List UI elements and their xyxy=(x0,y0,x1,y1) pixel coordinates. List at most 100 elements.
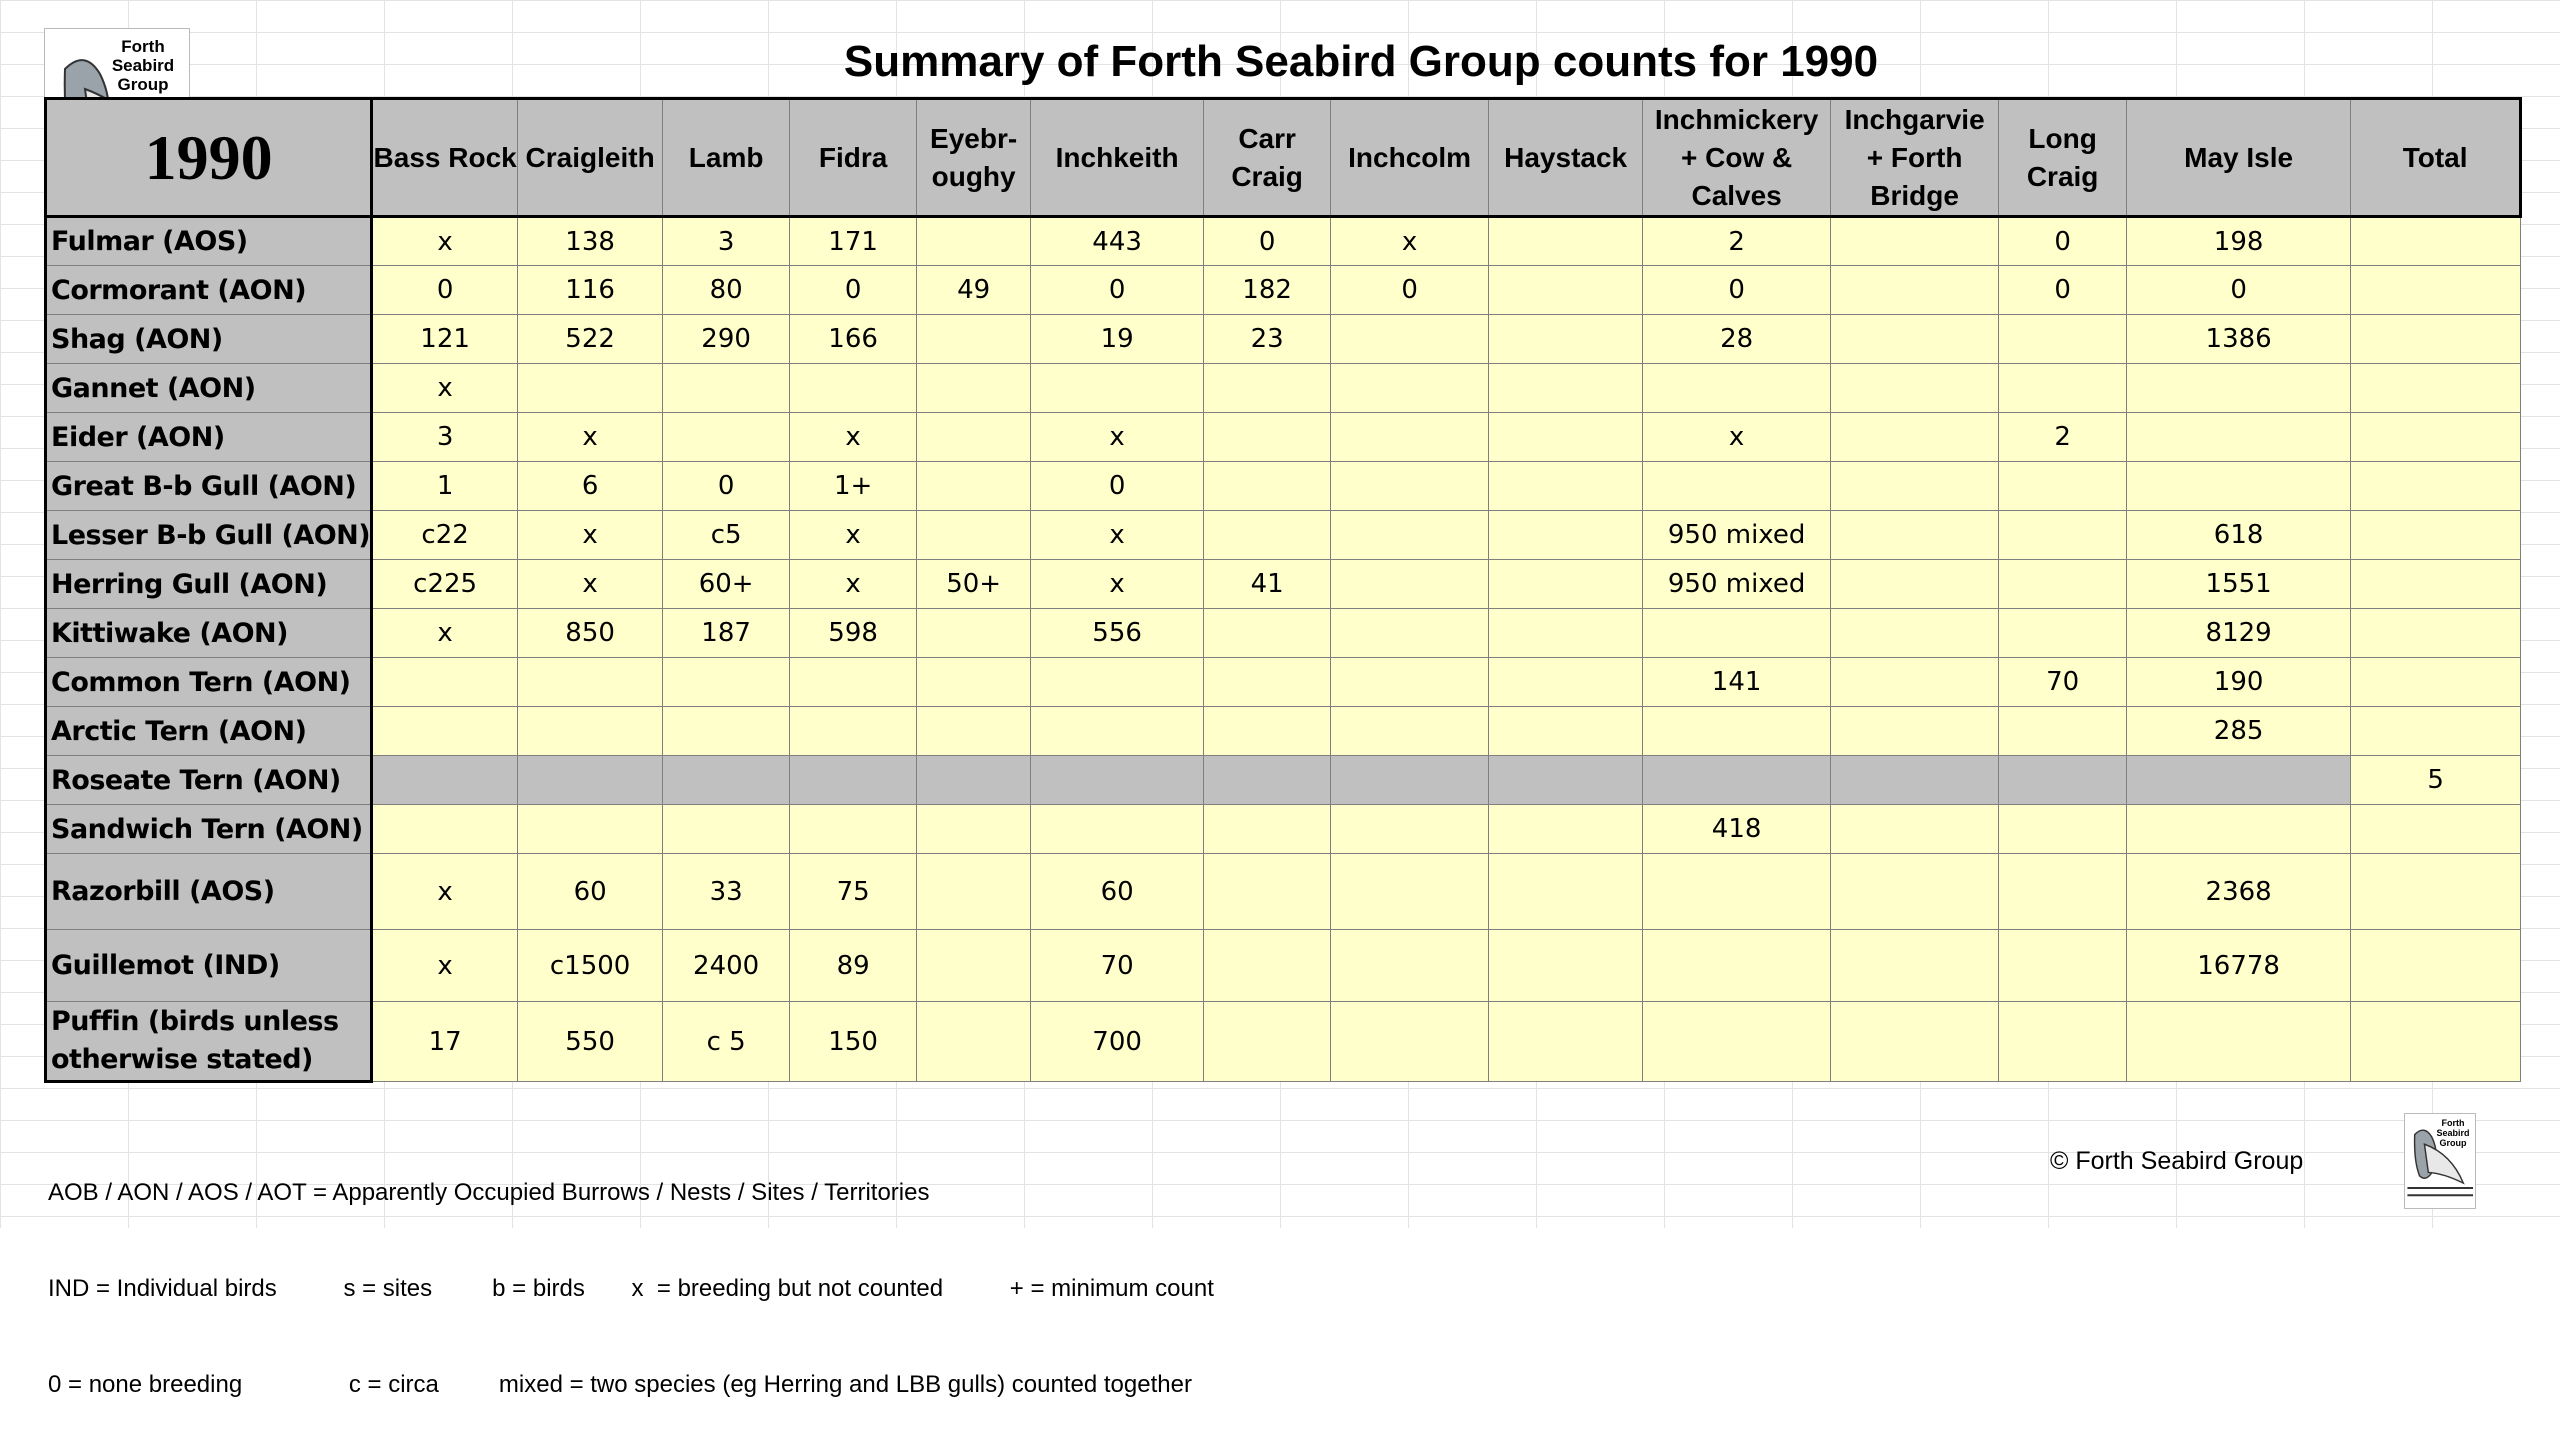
column-header-label: Bass Rock xyxy=(373,141,517,173)
count-cell xyxy=(662,706,791,756)
count-cell: 418 xyxy=(1642,804,1832,854)
count-cell xyxy=(2126,461,2352,511)
count-cell: 5 xyxy=(2350,755,2522,805)
count-cell xyxy=(1330,706,1490,756)
count-cell: 0 xyxy=(1998,265,2128,315)
count-cell: x xyxy=(1030,510,1205,560)
legend-line-codes: IND = Individual birds s = sites b = bir… xyxy=(48,1275,1214,1302)
count-cell: 28 xyxy=(1642,314,1832,364)
column-header: Haystack xyxy=(1488,97,1644,218)
count-cell: 0 xyxy=(789,265,918,315)
count-cell xyxy=(662,755,791,805)
count-cell xyxy=(1488,510,1644,560)
count-cell: x xyxy=(371,929,519,1002)
count-cell xyxy=(1830,412,2000,462)
count-cell: x xyxy=(1330,216,1490,266)
column-header-label: May Isle xyxy=(2184,141,2294,173)
count-cell xyxy=(1642,461,1832,511)
column-header-label: + Forth xyxy=(1866,141,1963,173)
count-cell xyxy=(1330,314,1490,364)
count-cell xyxy=(662,804,791,854)
column-header-label: Long xyxy=(2028,122,2097,154)
count-cell xyxy=(1830,363,2000,413)
count-cell xyxy=(1488,929,1644,1002)
count-cell xyxy=(1998,929,2128,1002)
count-cell: 3 xyxy=(371,412,519,462)
count-cell: 70 xyxy=(1998,657,2128,707)
count-cell xyxy=(1830,706,2000,756)
count-cell xyxy=(2350,929,2522,1002)
count-cell: x xyxy=(1030,559,1205,609)
column-header: May Isle xyxy=(2126,97,2352,218)
count-cell xyxy=(2350,265,2522,315)
count-cell: 0 xyxy=(662,461,791,511)
column-header: Bass Rock xyxy=(371,97,519,218)
count-cell xyxy=(2350,608,2522,658)
count-cell: x xyxy=(517,559,664,609)
column-header-label: Total xyxy=(2402,141,2468,173)
count-cell xyxy=(1830,929,2000,1002)
column-header-label: Bridge xyxy=(1870,179,1959,211)
table-row: Lesser B-b Gull (AON) c22 x c5 x x 950 mixed 61… xyxy=(43,510,2522,560)
species-label: Puffin (birds unless otherwise stated) xyxy=(43,1001,374,1083)
count-cell xyxy=(1998,853,2128,930)
count-cell: c22 xyxy=(371,510,519,560)
count-cell: 60+ xyxy=(662,559,791,609)
count-cell xyxy=(1488,706,1644,756)
count-cell: 290 xyxy=(662,314,791,364)
count-cell xyxy=(517,755,664,805)
count-cell: 187 xyxy=(662,608,791,658)
count-cell: c1500 xyxy=(517,929,664,1002)
forth-seabird-group-small-logo: Forth Seabird Group xyxy=(2404,1113,2476,1209)
count-cell xyxy=(1998,804,2128,854)
count-cell xyxy=(1830,314,2000,364)
count-cell: 2400 xyxy=(662,929,791,1002)
column-header: Total xyxy=(2350,97,2523,218)
count-cell xyxy=(2126,755,2352,805)
count-cell xyxy=(1203,706,1332,756)
count-cell xyxy=(662,412,791,462)
small-logo-text: Forth Seabird Group xyxy=(2436,1118,2470,1148)
count-cell xyxy=(1488,265,1644,315)
count-cell xyxy=(517,363,664,413)
count-cell: 6 xyxy=(517,461,664,511)
species-label: Sandwich Tern (AON) xyxy=(43,804,374,854)
species-label: Shag (AON) xyxy=(43,314,374,364)
count-cell: 550 xyxy=(517,1001,664,1082)
count-cell: x xyxy=(371,363,519,413)
count-cell xyxy=(1203,510,1332,560)
count-cell xyxy=(1203,929,1332,1002)
count-cell xyxy=(1830,804,2000,854)
count-cell xyxy=(916,706,1032,756)
count-cell xyxy=(916,461,1032,511)
count-cell: 0 xyxy=(1030,461,1205,511)
count-cell: 70 xyxy=(1030,929,1205,1002)
count-cell xyxy=(1830,1001,2000,1082)
species-label: Eider (AON) xyxy=(43,412,374,462)
species-label: Kittiwake (AON) xyxy=(43,608,374,658)
table-row: Cormorant (AON) 0 116 80 0 49 0 182 0 0 0 0 xyxy=(43,265,2522,315)
count-cell: 1551 xyxy=(2126,559,2352,609)
table-row: Eider (AON) 3 x x x x 2 xyxy=(43,412,2522,462)
count-cell xyxy=(1488,853,1644,930)
count-cell xyxy=(1830,510,2000,560)
column-header-label: Haystack xyxy=(1504,141,1628,173)
count-cell: 950 mixed xyxy=(1642,510,1832,560)
count-cell xyxy=(916,1001,1032,1082)
count-cell xyxy=(789,363,918,413)
column-header: Eyebr-oughy xyxy=(916,97,1032,218)
count-cell xyxy=(2126,363,2352,413)
species-label: Herring Gull (AON) xyxy=(43,559,374,609)
column-header-label: Lamb xyxy=(688,141,764,173)
count-cell xyxy=(1203,853,1332,930)
count-cell xyxy=(1488,363,1644,413)
count-cell xyxy=(789,804,918,854)
count-cell xyxy=(1642,706,1832,756)
count-cell xyxy=(1642,1001,1832,1082)
logo-text: Forth Seabird Group xyxy=(111,37,175,94)
count-cell xyxy=(1203,755,1332,805)
count-cell xyxy=(2350,853,2522,930)
species-label: Common Tern (AON) xyxy=(43,657,374,707)
count-cell xyxy=(1330,363,1490,413)
count-cell xyxy=(2350,412,2522,462)
